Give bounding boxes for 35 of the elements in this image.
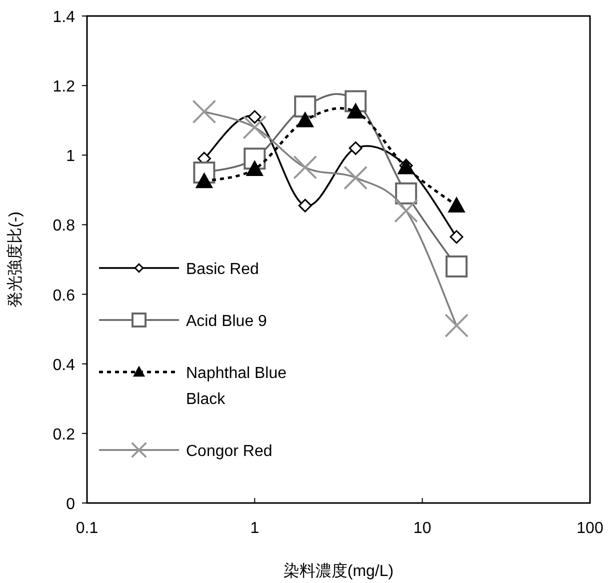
point <box>395 182 418 204</box>
y-tick-label: 0.4 <box>52 356 76 374</box>
point <box>344 166 368 190</box>
point <box>248 110 262 124</box>
x-tick-label: 100 <box>576 520 604 537</box>
point <box>394 198 418 223</box>
legend-label: Congor Red <box>186 443 272 460</box>
point <box>242 115 267 140</box>
x-tick-label: 1 <box>250 520 260 537</box>
point <box>246 160 264 176</box>
point <box>296 112 314 128</box>
point <box>450 230 464 244</box>
point <box>294 95 316 118</box>
legend-label: Naphthal Blue Black <box>186 365 287 408</box>
y-tick-label: 0.2 <box>52 426 76 444</box>
x-tick-label: 0.1 <box>76 520 98 537</box>
point <box>293 155 318 180</box>
y-tick-label: 1.4 <box>52 9 76 26</box>
legend-label: Basic Red <box>186 261 259 278</box>
x-tick-label: 10 <box>413 520 432 537</box>
point <box>448 197 466 212</box>
point <box>444 314 469 338</box>
y-tick-label: 1.2 <box>52 78 76 96</box>
y-axis-title: 発光強度比(-) <box>6 212 24 308</box>
y-tick-label: 0.8 <box>52 218 76 235</box>
y-tick-label: 0.6 <box>52 287 76 304</box>
x-axis-title: 染料濃度(mg/L) <box>283 562 394 580</box>
point <box>192 100 216 124</box>
point <box>446 255 468 278</box>
point <box>348 141 362 155</box>
y-tick-label: 1 <box>66 148 76 166</box>
point <box>298 198 312 212</box>
legend-label: Acid Blue 9 <box>186 313 268 330</box>
y-tick-label: 0 <box>66 496 76 513</box>
point <box>347 103 364 119</box>
